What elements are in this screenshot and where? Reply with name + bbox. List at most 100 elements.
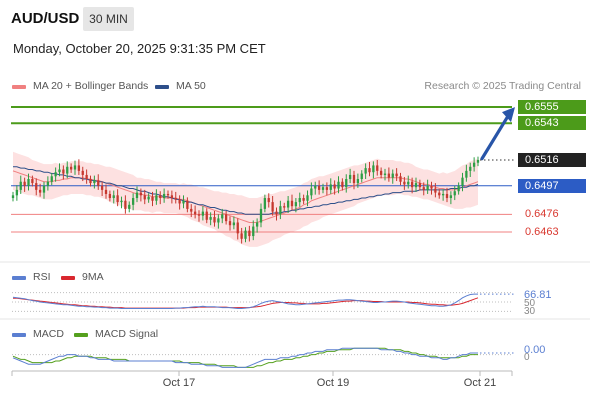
candle-body (209, 217, 212, 220)
macd-signal-line (12, 347, 478, 368)
candle-body (58, 169, 61, 173)
candle-body (465, 170, 468, 178)
candle-body (139, 192, 143, 196)
candle-body (89, 179, 92, 184)
candle-body (290, 200, 294, 207)
candle-body (283, 206, 286, 208)
candle-body (62, 169, 65, 174)
candle-body (418, 183, 422, 188)
rsi-legend-swatch (12, 276, 26, 280)
candle-body (50, 176, 53, 182)
candle-body (434, 188, 437, 193)
credit-text: Research © 2025 Trading Central (424, 80, 581, 92)
candle-body (472, 162, 476, 167)
candle-body (178, 199, 181, 204)
timeframe-badge[interactable]: 30 MIN (83, 7, 134, 31)
candle-body (314, 185, 317, 189)
candle-body (100, 185, 104, 190)
macd-signal-legend-swatch (74, 333, 88, 337)
candle-body (85, 174, 88, 180)
candle-body (364, 168, 367, 174)
candle-body (426, 185, 429, 190)
candle-body (232, 222, 236, 226)
legend-ma20-swatch (12, 85, 26, 89)
candle-body (15, 189, 19, 196)
x-tick-oct17: Oct 17 (162, 377, 196, 389)
candle-body (135, 192, 139, 199)
candle-body (66, 166, 69, 174)
candle-body (302, 198, 305, 201)
candle-body (414, 183, 418, 188)
candle-body (205, 211, 208, 220)
candle-body (201, 211, 205, 216)
candle-body (27, 179, 30, 186)
candle-body (35, 183, 38, 190)
candle-body (430, 185, 433, 189)
macd-legend-swatch (12, 333, 26, 337)
candle-body (329, 184, 332, 190)
candle-body (391, 173, 394, 178)
candle-body (81, 170, 84, 175)
candle-body (333, 184, 336, 189)
macd-tick-0: 0 (524, 352, 530, 363)
macd-line (12, 347, 478, 368)
candle-body (259, 208, 263, 223)
candle-body (186, 200, 189, 209)
candle-body (298, 198, 301, 203)
candle-body (147, 196, 150, 200)
candle-body (286, 200, 290, 208)
candle-body (38, 189, 42, 193)
candle-body (108, 193, 112, 199)
price-tag-0.6543: 0.6543 (518, 116, 586, 131)
candle-body (267, 198, 270, 203)
candle-body (19, 181, 22, 190)
candle-body (321, 187, 325, 190)
candle-body (221, 214, 224, 219)
price-tag-0.6463: 0.6463 (525, 226, 559, 238)
candle-body (348, 174, 352, 180)
macd-value-label: 0.00 (524, 344, 546, 356)
candle-body (395, 173, 398, 177)
candle-body (379, 170, 383, 175)
legend-ma50-swatch (155, 85, 169, 89)
candle-body (97, 180, 100, 186)
candle-body (399, 176, 402, 182)
candle-body (441, 193, 445, 196)
candle-body (263, 198, 267, 209)
candle-body (151, 196, 154, 201)
candle-body (124, 200, 127, 209)
candle-body (46, 181, 50, 186)
rsi-tick-30: 30 (524, 306, 536, 317)
candle-body (224, 214, 228, 222)
rsi-value-label: 66.81 (524, 289, 552, 301)
legend-ma20-label: MA 20 + Bollinger Bands (33, 80, 149, 92)
rsi-ma-legend-label: 9MA (82, 271, 104, 283)
candle-body (112, 195, 115, 199)
candle-body (69, 166, 73, 170)
candle-body (93, 180, 96, 184)
candle-body (197, 214, 201, 216)
candle-body (383, 173, 387, 175)
candle-body (271, 202, 274, 212)
candle-body (345, 179, 348, 188)
candle-body (174, 198, 177, 200)
candle-body (337, 181, 340, 189)
candle-body (248, 230, 251, 237)
candle-body (182, 200, 185, 204)
candle-body (422, 187, 425, 190)
candle-body (469, 166, 472, 171)
x-tick-oct21: Oct 21 (463, 377, 497, 389)
candle-body (360, 173, 363, 180)
candle-body (155, 195, 158, 201)
candle-body (213, 217, 216, 223)
candle-body (453, 191, 456, 196)
candle-body (104, 189, 108, 194)
price-tag-0.6476: 0.6476 (525, 208, 559, 221)
candle-body (356, 179, 360, 184)
macd-legend-label: MACD (33, 328, 64, 340)
projection-arrow-shaft (480, 114, 510, 161)
price-tag-0.6516: 0.6516 (518, 152, 586, 167)
candle-body (294, 202, 298, 207)
candle-body (403, 181, 406, 185)
candle-body (120, 200, 123, 203)
